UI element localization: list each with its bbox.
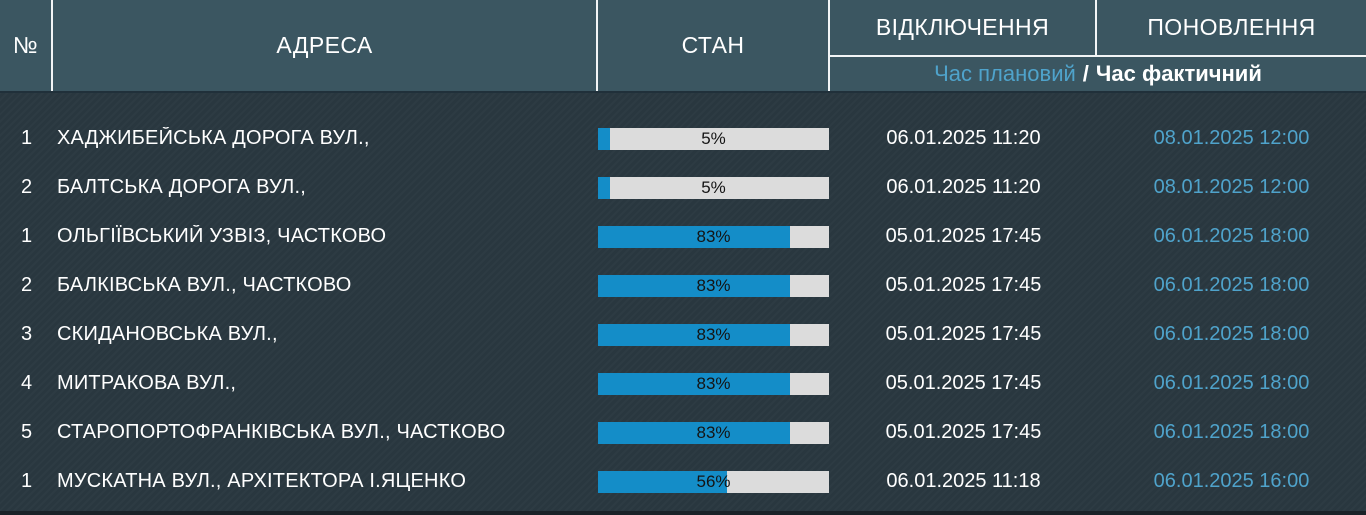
progress-bar: 56% [598,470,829,493]
progress-bar: 83% [598,225,829,248]
row-address: МУСКАТНА ВУЛ., АРХІТЕКТОРА І.ЯЦЕНКО [57,470,467,492]
header-status-label: СТАН [681,32,745,58]
row-status-cell: 83% [598,323,830,346]
table-row: 2 БАЛТСЬКА ДОРОГА ВУЛ., 5% 06.01.2025 11… [0,163,1366,212]
restore-time: 06.01.2025 18:00 [1153,274,1310,296]
restore-time: 06.01.2025 18:00 [1153,372,1310,394]
row-address: ОЛЬГІЇВСЬКИЙ УЗВІЗ, ЧАСТКОВО [57,225,387,247]
outage-time: 05.01.2025 17:45 [885,372,1042,394]
progress-fill [598,176,610,199]
table-row: 3 СКИДАНОВСЬКА ВУЛ., 83% 05.01.2025 17:4… [0,310,1366,359]
outage-time: 05.01.2025 17:45 [885,421,1042,443]
progress-fill [598,470,728,493]
progress-fill [598,323,790,346]
progress-label: 83% [696,275,731,295]
header-address-label: АДРЕСА [276,32,373,58]
table-body: 1 ХАДЖИБЕЙСЬКА ДОРОГА ВУЛ., 5% 06.01.202… [0,93,1366,506]
table-row: 5 СТАРОПОРТОФРАНКІВСЬКА ВУЛ., ЧАСТКОВО 8… [0,408,1366,457]
progress-fill [598,372,790,395]
progress-fill [598,274,790,297]
progress-bar: 83% [598,274,829,297]
progress-bar: 83% [598,372,829,395]
progress-bar: 5% [598,176,829,199]
outage-time: 05.01.2025 17:45 [885,225,1042,247]
table-row: 1 ОЛЬГІЇВСЬКИЙ УЗВІЗ, ЧАСТКОВО 83% 05.01… [0,212,1366,261]
progress-label: 83% [696,373,731,393]
row-address: ХАДЖИБЕЙСЬКА ДОРОГА ВУЛ., [57,127,370,149]
row-number: 3 [20,323,33,345]
row-address: СТАРОПОРТОФРАНКІВСЬКА ВУЛ., ЧАСТКОВО [57,421,506,443]
row-number: 1 [20,470,33,492]
row-address: БАЛКІВСЬКА ВУЛ., ЧАСТКОВО [57,274,352,296]
progress-label: 83% [696,324,731,344]
row-number: 1 [20,225,33,247]
header-number: № [0,0,53,91]
progress-fill [598,127,610,150]
restore-time: 06.01.2025 18:00 [1153,323,1310,345]
row-number: 5 [20,421,33,443]
legend-planned-time: Час плановий [934,61,1076,86]
row-address: БАЛТСЬКА ДОРОГА ВУЛ., [57,176,307,198]
row-address: МИТРАКОВА ВУЛ., [57,372,237,394]
row-number: 2 [20,176,33,198]
row-address: СКИДАНОВСЬКА ВУЛ., [57,323,278,345]
progress-label: 5% [701,128,726,148]
progress-bar: 5% [598,127,829,150]
header-number-label: № [12,32,39,58]
header-outage-label: ВІДКЛЮЧЕННЯ [875,14,1050,40]
row-status-cell: 83% [598,225,830,248]
restore-time: 06.01.2025 18:00 [1153,225,1310,247]
legend-actual-time: Час фактичний [1095,61,1262,86]
row-number: 4 [20,372,33,394]
row-status-cell: 56% [598,470,830,493]
outage-time: 05.01.2025 17:45 [885,323,1042,345]
restore-time: 06.01.2025 18:00 [1153,421,1310,443]
row-status-cell: 83% [598,372,830,395]
header-times-group: ВІДКЛЮЧЕННЯ ПОНОВЛЕННЯ Час плановий / Ча… [830,0,1366,91]
header-time-legend: Час плановий / Час фактичний [830,57,1366,91]
table-row: 4 МИТРАКОВА ВУЛ., 83% 05.01.2025 17:45 0… [0,359,1366,408]
row-status-cell: 83% [598,421,830,444]
progress-fill [598,421,790,444]
progress-label: 56% [696,471,731,491]
restore-time: 08.01.2025 12:00 [1153,176,1310,198]
progress-fill [598,225,790,248]
header-address: АДРЕСА [53,0,598,91]
header-times-top-row: ВІДКЛЮЧЕННЯ ПОНОВЛЕННЯ [830,0,1366,57]
header-restore: ПОНОВЛЕННЯ [1097,0,1366,55]
header-restore-label: ПОНОВЛЕННЯ [1147,14,1316,40]
legend-separator: / [1082,61,1089,86]
outage-time: 06.01.2025 11:20 [886,176,1041,198]
row-status-cell: 5% [598,176,830,199]
table-row: 2 БАЛКІВСЬКА ВУЛ., ЧАСТКОВО 83% 05.01.20… [0,261,1366,310]
header-status: СТАН [598,0,830,91]
progress-bar: 83% [598,323,829,346]
table-header: № АДРЕСА СТАН ВІДКЛЮЧЕННЯ ПОНОВЛЕННЯ Час… [0,0,1366,93]
outage-time: 05.01.2025 17:45 [885,274,1042,296]
restore-time: 08.01.2025 12:00 [1153,127,1310,149]
row-number: 2 [20,274,33,296]
progress-label: 83% [696,226,731,246]
row-status-cell: 83% [598,274,830,297]
row-status-cell: 5% [598,127,830,150]
progress-label: 5% [701,177,726,197]
row-number: 1 [20,127,33,149]
restore-time: 06.01.2025 16:00 [1153,470,1310,492]
progress-bar: 83% [598,421,829,444]
outage-time: 06.01.2025 11:20 [886,127,1041,149]
table-row: 1 МУСКАТНА ВУЛ., АРХІТЕКТОРА І.ЯЦЕНКО 56… [0,457,1366,506]
outage-time: 06.01.2025 11:18 [886,470,1041,492]
progress-label: 83% [696,422,731,442]
header-outage: ВІДКЛЮЧЕННЯ [830,0,1097,55]
table-row: 1 ХАДЖИБЕЙСЬКА ДОРОГА ВУЛ., 5% 06.01.202… [0,114,1366,163]
